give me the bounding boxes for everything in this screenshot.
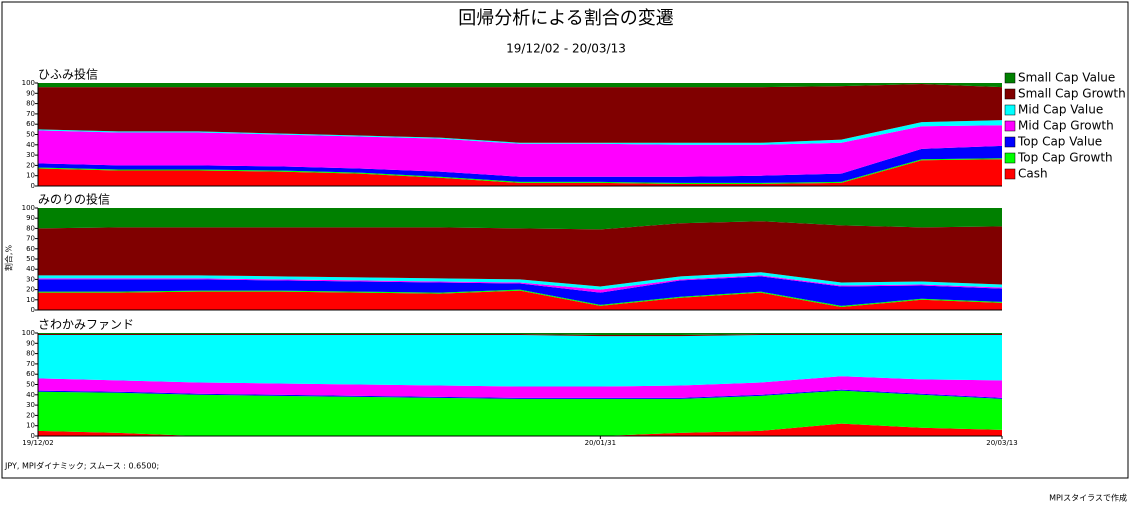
- legend-swatch: [1004, 136, 1016, 148]
- y-tick-label: 50: [26, 381, 35, 389]
- y-tick-label: 20: [26, 411, 35, 419]
- y-tick-label: 100: [22, 329, 35, 337]
- legend-label: Small Cap Growth: [1018, 87, 1126, 101]
- y-tick-label: 30: [26, 275, 35, 283]
- x-tick-label: 20/03/13: [986, 439, 1017, 447]
- legend-label: Cash: [1018, 167, 1048, 181]
- y-tick-label: 30: [26, 401, 35, 409]
- area: [38, 84, 1002, 143]
- legend-swatch: [1004, 168, 1016, 180]
- y-tick-label: 0: [31, 306, 35, 314]
- area: [38, 120, 1002, 145]
- y-tick-label: 30: [26, 151, 35, 159]
- legend-label: Mid Cap Growth: [1018, 119, 1114, 133]
- panel-title: みのりの投信: [38, 192, 110, 207]
- note: JPY, MPIダイナミック; スムース : 0.6500;: [4, 461, 159, 471]
- chart-title: 回帰分析による割合の変遷: [458, 8, 673, 29]
- legend-label: Top Cap Value: [1017, 135, 1102, 149]
- y-tick-label: 40: [26, 265, 35, 273]
- legend-swatch: [1004, 72, 1016, 84]
- y-tick-label: 80: [26, 350, 35, 358]
- area: [38, 390, 1002, 436]
- area: [38, 125, 1002, 177]
- area: [38, 334, 1002, 337]
- area: [38, 275, 1002, 293]
- area: [38, 208, 1002, 230]
- legend-label: Small Cap Value: [1018, 71, 1115, 85]
- y-tick-label: 20: [26, 286, 35, 294]
- panel-title: さわかみファンド: [38, 318, 134, 332]
- y-tick-label: 10: [26, 296, 35, 304]
- legend-swatch: [1004, 120, 1016, 132]
- y-tick-label: 70: [26, 360, 35, 368]
- y-tick-label: 100: [22, 79, 35, 87]
- y-tick-label: 50: [26, 131, 35, 139]
- y-tick-label: 0: [31, 182, 35, 190]
- x-tick-label: 19/12/02: [22, 439, 53, 447]
- y-tick-label: 50: [26, 255, 35, 263]
- y-axis-label: 割合,%: [4, 245, 14, 272]
- legend-swatch: [1004, 104, 1016, 116]
- x-tick-label: 20/01/31: [585, 439, 616, 447]
- y-tick-label: 60: [26, 370, 35, 378]
- chart-subtitle: 19/12/02 - 20/03/13: [506, 42, 626, 56]
- y-tick-label: 10: [26, 172, 35, 180]
- y-tick-label: 40: [26, 141, 35, 149]
- legend-label: Mid Cap Value: [1018, 103, 1103, 117]
- area: [38, 272, 1002, 290]
- area: [38, 83, 1002, 88]
- area: [38, 276, 1002, 306]
- y-tick-label: 10: [26, 422, 35, 430]
- y-tick-label: 100: [22, 204, 35, 212]
- area: [38, 423, 1002, 436]
- panel-title: ひふみ投信: [38, 67, 98, 82]
- area: [38, 376, 1002, 398]
- y-tick-label: 90: [26, 214, 35, 222]
- area: [38, 159, 1002, 186]
- y-tick-label: 60: [26, 120, 35, 128]
- area: [38, 335, 1002, 387]
- legend-label: Top Cap Growth: [1017, 151, 1113, 165]
- legend-swatch: [1004, 152, 1016, 164]
- credit: MPIスタイラスで作成: [1049, 493, 1127, 503]
- y-tick-label: 0: [31, 432, 35, 440]
- y-tick-label: 70: [26, 235, 35, 243]
- area: [38, 389, 1002, 399]
- y-tick-label: 90: [26, 339, 35, 347]
- y-tick-label: 20: [26, 161, 35, 169]
- y-tick-label: 80: [26, 100, 35, 108]
- y-tick-label: 60: [26, 245, 35, 253]
- y-tick-label: 70: [26, 110, 35, 118]
- area: [38, 333, 1002, 336]
- area: [38, 290, 1002, 310]
- legend-swatch: [1004, 88, 1016, 100]
- y-tick-label: 80: [26, 224, 35, 232]
- area: [38, 221, 1002, 287]
- y-tick-label: 90: [26, 89, 35, 97]
- y-tick-label: 40: [26, 391, 35, 399]
